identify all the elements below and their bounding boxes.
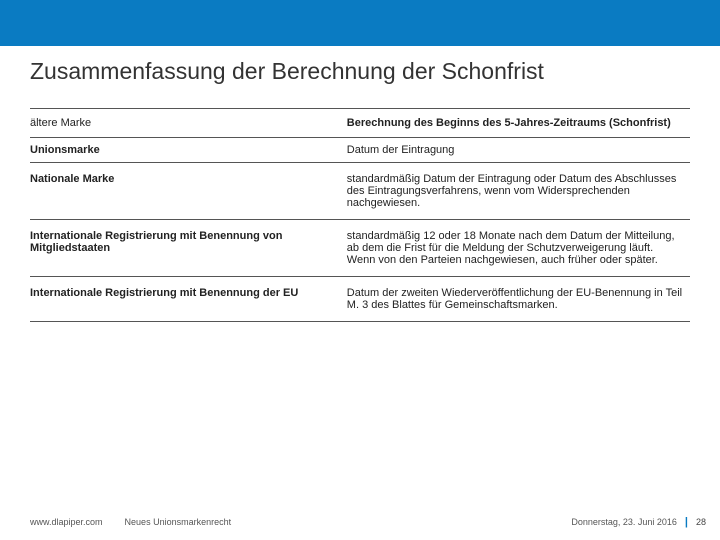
table-body: UnionsmarkeDatum der EintragungNationale…	[30, 138, 690, 322]
footer-page-number: 28	[696, 517, 706, 527]
column-header-left: ältere Marke	[30, 109, 347, 138]
footer-right: Donnerstag, 23. Juni 2016 | 28	[571, 516, 706, 528]
table-row: UnionsmarkeDatum der Eintragung	[30, 138, 690, 163]
brand-topbar	[0, 0, 720, 46]
row-label: Internationale Registrierung mit Benennu…	[30, 277, 347, 322]
table-row: Internationale Registrierung mit Benennu…	[30, 277, 690, 322]
row-value: standardmäßig 12 oder 18 Monate nach dem…	[347, 220, 690, 277]
footer-left: www.dlapiper.com Neues Unionsmarkenrecht	[30, 517, 231, 527]
slide-footer: www.dlapiper.com Neues Unionsmarkenrecht…	[30, 516, 706, 528]
column-header-right: Berechnung des Beginns des 5-Jahres-Zeit…	[347, 109, 690, 138]
table-row: Internationale Registrierung mit Benennu…	[30, 220, 690, 277]
row-label: Nationale Marke	[30, 163, 347, 220]
row-value: Datum der zweiten Wiederveröffentlichung…	[347, 277, 690, 322]
row-label: Unionsmarke	[30, 138, 347, 163]
row-value: Datum der Eintragung	[347, 138, 690, 163]
footer-date: Donnerstag, 23. Juni 2016	[571, 517, 677, 527]
table-header-row: ältere Marke Berechnung des Beginns des …	[30, 109, 690, 138]
row-label: Internationale Registrierung mit Benennu…	[30, 220, 347, 277]
grace-period-table: ältere Marke Berechnung des Beginns des …	[30, 108, 690, 322]
table-row: Nationale Markestandardmäßig Datum der E…	[30, 163, 690, 220]
slide-title: Zusammenfassung der Berechnung der Schon…	[30, 58, 690, 85]
table-container: ältere Marke Berechnung des Beginns des …	[30, 108, 690, 322]
footer-separator-icon: |	[685, 516, 688, 528]
row-value: standardmäßig Datum der Eintragung oder …	[347, 163, 690, 220]
footer-subject: Neues Unionsmarkenrecht	[125, 517, 232, 527]
slide: Zusammenfassung der Berechnung der Schon…	[0, 0, 720, 540]
footer-url: www.dlapiper.com	[30, 517, 103, 527]
